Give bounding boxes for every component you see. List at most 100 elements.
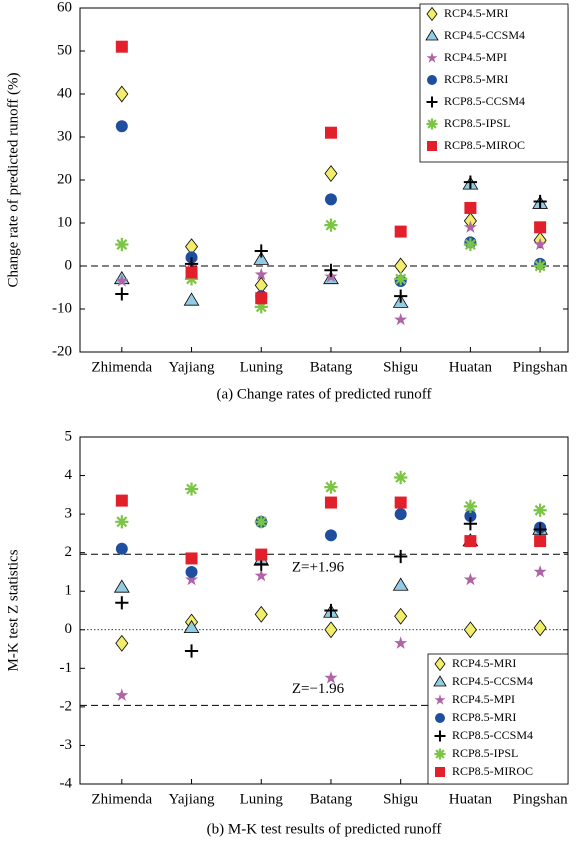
marker-plus	[463, 175, 477, 189]
marker-circle	[435, 713, 445, 723]
marker-circle	[115, 542, 128, 555]
y-tick-label: -1	[60, 660, 73, 676]
marker-square	[185, 552, 198, 565]
marker-plus	[324, 263, 338, 277]
y-tick-label: 50	[57, 42, 72, 58]
x-tick-label: Pingshan	[513, 791, 569, 807]
marker-square	[255, 548, 268, 561]
marker-circle	[394, 508, 407, 521]
marker-plus	[115, 596, 129, 610]
marker-diamond	[254, 605, 268, 623]
y-tick-label: 5	[65, 428, 73, 444]
caption: (b) M-K test results of predicted runoff	[207, 821, 442, 837]
marker-circle	[464, 510, 477, 523]
y-tick-label: 60	[57, 0, 72, 15]
marker-star	[533, 565, 547, 578]
marker-circle	[115, 120, 128, 133]
marker-plus	[394, 289, 408, 303]
marker-diamond	[324, 165, 338, 183]
marker-diamond	[115, 634, 129, 652]
marker-circle	[427, 75, 437, 85]
marker-star	[463, 572, 477, 586]
marker-asterisk	[463, 499, 477, 513]
marker-circle	[185, 565, 198, 578]
marker-asterisk	[394, 470, 408, 485]
x-tick-label: Zhimenda	[91, 791, 152, 807]
marker-square	[115, 494, 128, 507]
marker-diamond	[394, 257, 408, 275]
marker-square	[324, 496, 337, 509]
marker-plus	[426, 96, 438, 108]
marker-plus	[115, 287, 129, 301]
y-tick-label: 20	[57, 171, 72, 187]
marker-triangle	[183, 292, 200, 306]
marker-circle	[324, 529, 337, 542]
marker-asterisk	[115, 515, 129, 529]
legend-box	[419, 3, 569, 163]
marker-square	[464, 535, 477, 548]
marker-square	[324, 126, 337, 139]
marker-star	[394, 312, 408, 326]
marker-triangle	[253, 251, 270, 265]
marker-triangle	[392, 577, 409, 591]
marker-square	[115, 40, 128, 53]
marker-star	[434, 694, 446, 705]
legend-label: RCP4.5-MPI	[452, 692, 515, 706]
marker-square	[185, 266, 198, 279]
marker-diamond	[426, 6, 438, 22]
marker-square	[435, 767, 445, 777]
y-tick-label: 40	[57, 85, 72, 101]
marker-plus	[434, 730, 446, 742]
legend-label: RCP8.5-MRI	[452, 710, 516, 724]
marker-asterisk	[254, 515, 268, 529]
marker-square	[394, 496, 407, 509]
marker-diamond	[394, 607, 408, 625]
x-tick-label: Zhimenda	[91, 359, 152, 375]
y-tick-label: 3	[65, 506, 73, 522]
marker-star	[426, 52, 438, 63]
marker-star	[185, 572, 199, 586]
x-tick-label: Yajiang	[169, 791, 215, 807]
legend-label: RCP8.5-MIROC	[452, 764, 533, 778]
marker-square	[534, 535, 547, 548]
y-tick-label: -3	[60, 737, 73, 753]
marker-asterisk	[254, 300, 268, 314]
marker-plus	[533, 522, 547, 537]
marker-plus	[254, 244, 268, 258]
x-tick-label: Yajiang	[169, 359, 215, 375]
marker-asterisk	[324, 218, 338, 232]
plot-frame	[79, 436, 569, 785]
marker-star	[463, 220, 477, 233]
reference-label: Z=−1.96	[292, 681, 345, 697]
marker-square	[427, 141, 437, 151]
x-tick-label: Pingshan	[513, 359, 569, 375]
x-tick-label: Luning	[240, 359, 284, 375]
marker-circle	[324, 193, 337, 206]
marker-square	[394, 225, 407, 238]
y-axis-label: M-K test Z statistics	[5, 549, 21, 671]
marker-diamond	[115, 85, 129, 103]
marker-star	[533, 237, 547, 251]
marker-asterisk	[394, 272, 408, 286]
legend-label: RCP4.5-MRI	[444, 6, 508, 20]
y-tick-label: -10	[52, 300, 72, 316]
marker-star	[115, 688, 129, 701]
y-tick-label: -20	[52, 343, 72, 359]
marker-star	[324, 671, 338, 684]
legend-box	[427, 653, 569, 785]
x-tick-label: Huatan	[449, 791, 493, 807]
marker-asterisk	[533, 259, 547, 273]
y-tick-label: -4	[60, 775, 73, 791]
marker-star	[115, 274, 129, 287]
marker-plus	[184, 644, 199, 658]
x-tick-label: Batang	[310, 359, 353, 375]
x-tick-label: Shigu	[383, 791, 419, 807]
marker-plus	[324, 603, 338, 618]
reference-label: Z=+1.96	[292, 560, 345, 576]
legend-label: RCP4.5-CCSM4	[452, 674, 533, 688]
marker-square	[464, 201, 477, 214]
marker-square	[534, 221, 547, 234]
legend-label: RCP4.5-MPI	[444, 50, 507, 64]
marker-square	[255, 292, 268, 305]
legend-label: RCP8.5-IPSL	[452, 746, 518, 760]
